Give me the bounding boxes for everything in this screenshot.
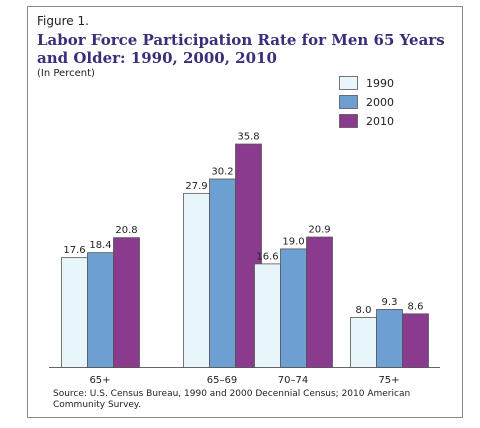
bar-2010-2 — [306, 236, 333, 368]
legend-swatch-2000 — [339, 95, 358, 109]
chart-title: Labor Force Participation Rate for Men 6… — [37, 31, 445, 67]
source-note: Source: U.S. Census Bureau, 1990 and 200… — [53, 389, 411, 410]
bar-1990-3 — [350, 317, 377, 368]
data-label-2010-0: 20.8 — [115, 225, 137, 236]
bar-1990-2 — [254, 263, 281, 368]
data-label-2000-1: 30.2 — [211, 166, 233, 177]
data-label-1990-2: 16.6 — [256, 251, 278, 262]
data-label-2000-0: 18.4 — [89, 240, 111, 251]
bar-2000-0 — [87, 252, 114, 368]
x-tick-label-2: 70–74 — [278, 375, 308, 386]
bar-2000-1 — [209, 178, 236, 368]
x-tick-label-1: 65–69 — [207, 375, 237, 386]
legend-swatch-1990 — [339, 76, 358, 90]
legend-swatch-2010 — [339, 114, 358, 128]
data-label-2000-3: 9.3 — [382, 297, 398, 308]
data-label-2000-2: 19.0 — [282, 236, 304, 247]
legend-label-1990: 1990 — [366, 77, 394, 90]
chart-subtitle: (In Percent) — [37, 68, 95, 79]
bar-2000-2 — [280, 248, 307, 368]
bar-1990-0 — [61, 257, 88, 368]
bar-2000-3 — [376, 309, 403, 368]
x-tick-label-0: 65+ — [89, 375, 110, 386]
legend-label-2000: 2000 — [366, 96, 394, 109]
data-label-2010-1: 35.8 — [237, 132, 259, 143]
data-label-1990-3: 8.0 — [356, 305, 372, 316]
figure-content: Figure 1. Labor Force Participation Rate… — [27, 6, 463, 418]
bar-2010-3 — [402, 313, 429, 368]
data-label-2010-2: 20.9 — [308, 225, 330, 236]
bar-1990-1 — [183, 192, 210, 368]
legend-label-2010: 2010 — [366, 115, 394, 128]
figure-label: Figure 1. — [37, 14, 89, 28]
bar-2010-0 — [113, 237, 140, 368]
data-label-1990-1: 27.9 — [185, 181, 207, 192]
data-label-1990-0: 17.6 — [63, 245, 85, 256]
x-tick-label-3: 75+ — [378, 375, 399, 386]
data-label-2010-3: 8.6 — [408, 301, 424, 312]
